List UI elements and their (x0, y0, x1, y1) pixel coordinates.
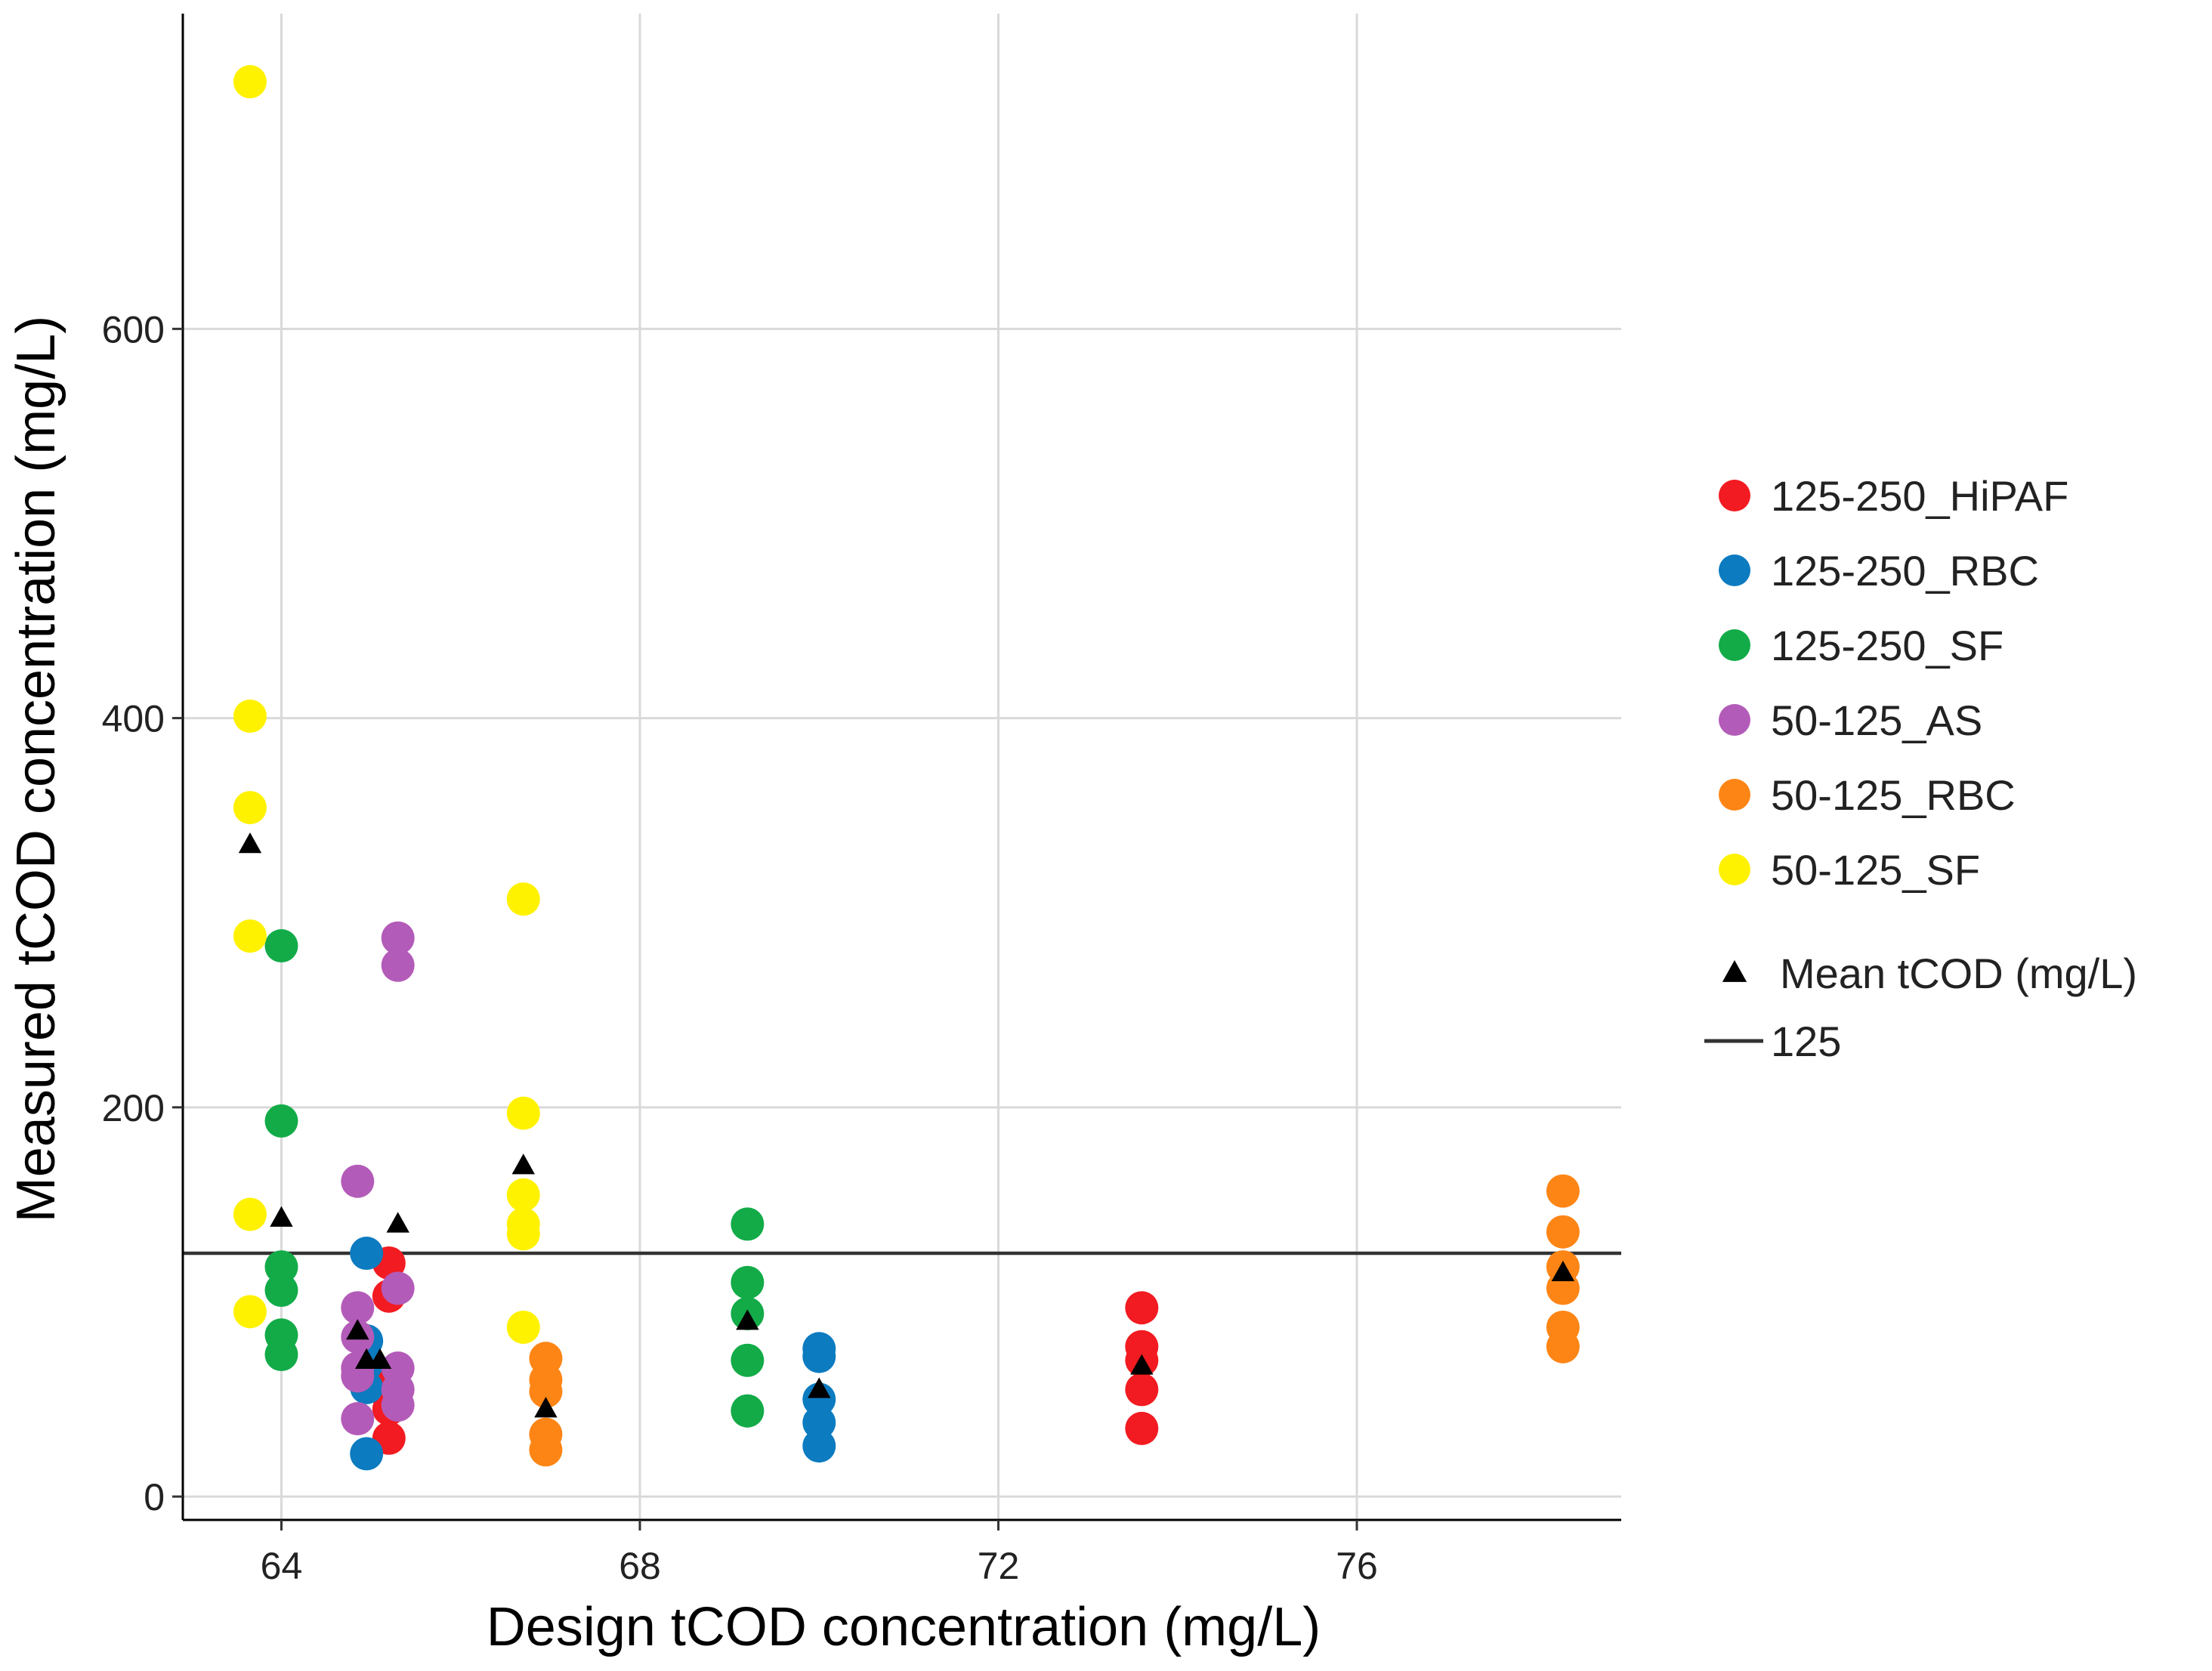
data-point (1125, 1373, 1159, 1407)
data-point (381, 1271, 415, 1305)
x-tick-label: 64 (261, 1545, 303, 1587)
data-point (731, 1343, 765, 1377)
data-point (506, 1178, 540, 1212)
data-point (264, 1104, 298, 1138)
mean-marker (386, 1212, 409, 1233)
mean-marker (270, 1206, 293, 1227)
axes (181, 14, 1621, 1521)
mean-markers (238, 832, 1575, 1418)
data-point (506, 1310, 540, 1344)
data-point (381, 921, 415, 955)
data-point (731, 1207, 765, 1241)
mean-marker (534, 1397, 558, 1418)
data-point (233, 791, 267, 825)
data-point (233, 1197, 267, 1231)
mean-marker (368, 1348, 392, 1369)
data-point (264, 929, 298, 963)
data-point (802, 1339, 836, 1373)
data-point (264, 1338, 298, 1372)
mean-marker (1130, 1354, 1154, 1375)
x-axis-title: Design tCOD concentration (mg/L) (487, 1597, 1321, 1657)
data-point (350, 1237, 384, 1271)
legend-key (1719, 480, 1750, 511)
data-point (1546, 1330, 1580, 1364)
legend: 125-250_HiPAF 125-250_RBC 125-250_SF 50-125… (1704, 472, 2137, 1065)
legend-key (1719, 779, 1750, 811)
y-tick-label: 400 (102, 698, 165, 740)
data-point (233, 919, 267, 953)
legend-label: 50-125_AS (1771, 697, 1982, 744)
legend-label-reference: 125 (1771, 1018, 1841, 1065)
mean-marker (1551, 1260, 1575, 1282)
mean-marker (808, 1377, 831, 1398)
data-point (529, 1433, 563, 1467)
x-tick-label: 68 (619, 1545, 661, 1587)
data-point (1546, 1174, 1580, 1208)
legend-key (1719, 854, 1750, 885)
legend-label: 50-125_RBC (1771, 771, 2016, 819)
tick-labels: 64 68 72 76 0 200 400 600 (102, 308, 1378, 1587)
legend-key (1719, 554, 1750, 586)
data-point (233, 1295, 267, 1329)
data-point (731, 1394, 765, 1428)
data-point (381, 1388, 415, 1422)
data-point (802, 1382, 836, 1416)
legend-key (1719, 704, 1750, 736)
data-point (1125, 1291, 1159, 1325)
legend-label: 125-250_SF (1771, 622, 2003, 669)
x-tick-label: 76 (1336, 1545, 1378, 1587)
y-tick-label: 200 (102, 1087, 165, 1129)
legend-key-mean (1722, 960, 1747, 982)
mean-marker (238, 832, 262, 854)
data-point (731, 1265, 765, 1299)
data-point (381, 948, 415, 982)
data-point (350, 1437, 384, 1471)
grid-lines (183, 14, 1621, 1520)
legend-label: 50-125_SF (1771, 846, 1980, 894)
data-point (264, 1274, 298, 1308)
mean-marker (736, 1309, 759, 1330)
data-point (506, 882, 540, 916)
data-point (233, 65, 267, 99)
data-point (802, 1429, 836, 1463)
data-point (506, 1096, 540, 1130)
legend-label: 125-250_RBC (1771, 547, 2039, 595)
legend-key (1719, 629, 1750, 661)
legend-label-mean: Mean tCOD (mg/L) (1780, 950, 2137, 997)
mean-marker (511, 1154, 535, 1175)
data-point (233, 700, 267, 734)
data-point (1125, 1411, 1159, 1445)
x-tick-label: 72 (978, 1545, 1020, 1587)
legend-label: 125-250_HiPAF (1771, 472, 2068, 520)
data-point (529, 1374, 563, 1408)
mean-marker (346, 1319, 369, 1340)
y-tick-label: 600 (102, 308, 165, 351)
data-point (341, 1402, 375, 1436)
y-tick-label: 0 (144, 1476, 165, 1518)
data-point (341, 1291, 375, 1325)
data-point (1546, 1215, 1580, 1249)
data-point (802, 1406, 836, 1440)
data-points (233, 65, 1580, 1471)
data-point (341, 1164, 375, 1198)
data-point (506, 1217, 540, 1251)
data-point (264, 1250, 298, 1284)
y-axis-title: Measured tCOD concentration (mg/L) (6, 316, 66, 1222)
